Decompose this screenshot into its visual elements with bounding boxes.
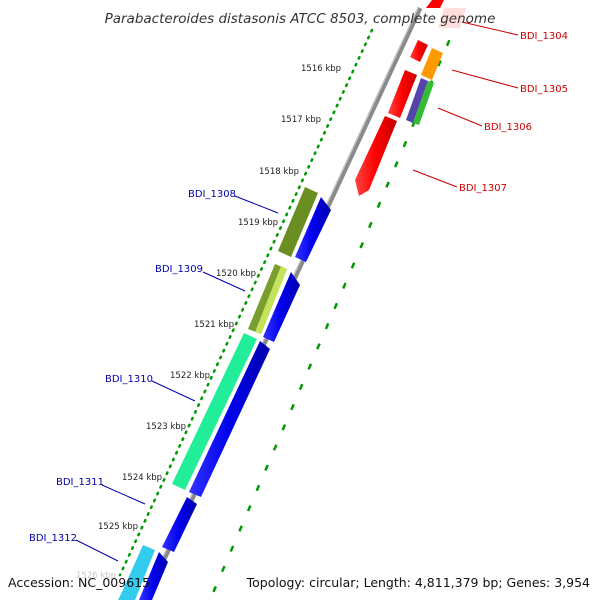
leader-bdi-1309 xyxy=(202,271,246,292)
left-ruler-dots xyxy=(118,28,374,577)
leader-bdi-1307 xyxy=(412,169,458,188)
gene-bdi-1310[interactable] xyxy=(172,333,257,490)
gene-label-bdi-1310[interactable]: BDI_1310 xyxy=(105,374,153,385)
gene-bdi-1311[interactable] xyxy=(162,497,197,552)
gene-bdi-1304-b[interactable] xyxy=(410,40,428,62)
gene-bdi-1304[interactable] xyxy=(426,0,444,8)
gene-label-bdi-1304[interactable]: BDI_1304 xyxy=(520,31,568,42)
reverse-genes xyxy=(118,187,331,600)
gene-label-bdi-1312[interactable]: BDI_1312 xyxy=(29,533,77,544)
leader-lines xyxy=(75,21,519,562)
gene-bdi-1305[interactable] xyxy=(421,48,443,80)
gene-label-bdi-1306[interactable]: BDI_1306 xyxy=(484,122,532,133)
leader-bdi-1312 xyxy=(75,539,119,562)
map-title: Parabacteroides distasonis ATCC 8503, co… xyxy=(105,11,496,27)
leader-bdi-1308 xyxy=(234,195,279,214)
ruler-labels: 1516 kbp 1517 kbp 1518 kbp 1519 kbp 1520… xyxy=(76,64,341,581)
ruler-label: 1523 kbp xyxy=(146,422,186,432)
gene-bdi-1312[interactable] xyxy=(118,545,155,600)
ruler-label: 1516 kbp xyxy=(301,64,341,74)
gene-bdi-1308-b[interactable] xyxy=(295,197,331,262)
forward-genes xyxy=(355,0,466,196)
gene-label-bdi-1308[interactable]: BDI_1308 xyxy=(188,189,236,200)
ruler-label: 1518 kbp xyxy=(259,167,299,177)
gene-label-bdi-1307[interactable]: BDI_1307 xyxy=(459,183,507,194)
gene-bdi-1306[interactable] xyxy=(406,78,428,123)
ruler-label: 1519 kbp xyxy=(238,218,278,228)
leader-bdi-1304 xyxy=(461,21,519,36)
accession-text: Accession: NC_009615 xyxy=(8,575,150,590)
gene-bdi-1307[interactable] xyxy=(355,116,397,196)
leader-bdi-1310 xyxy=(151,380,196,402)
gene-bdi-1306-b[interactable] xyxy=(413,81,434,125)
gene-bdi-1307-a[interactable] xyxy=(388,70,417,118)
leader-bdi-1306 xyxy=(437,107,483,127)
gene-label-bdi-1309[interactable]: BDI_1309 xyxy=(155,264,203,275)
gene-bdi-1312-b[interactable] xyxy=(139,552,168,600)
leader-bdi-1305 xyxy=(451,69,519,89)
ruler-label: 1525 kbp xyxy=(98,522,138,532)
ruler-label: 1520 kbp xyxy=(216,269,256,279)
leader-bdi-1311 xyxy=(101,484,146,505)
gene-label-bdi-1305[interactable]: BDI_1305 xyxy=(520,84,568,95)
gene-bdi-1308[interactable] xyxy=(278,187,318,257)
gene-bdi-1304-faint xyxy=(438,8,466,28)
ruler-label: 1524 kbp xyxy=(122,473,162,483)
ruler-label-faint: 1526 kbp xyxy=(76,571,116,581)
gene-label-bdi-1311[interactable]: BDI_1311 xyxy=(56,477,104,488)
gene-bdi-1309-c[interactable] xyxy=(263,272,300,342)
ruler-label: 1517 kbp xyxy=(281,115,321,125)
topology-text: Topology: circular; Length: 4,811,379 bp… xyxy=(246,575,590,590)
ruler-label: 1522 kbp xyxy=(170,371,210,381)
gene-labels: BDI_1304 BDI_1305 BDI_1306 BDI_1307 BDI_… xyxy=(29,31,568,544)
gene-bdi-1310-b[interactable] xyxy=(189,341,270,497)
gene-bdi-1309-b[interactable] xyxy=(255,266,287,334)
ruler-label: 1521 kbp xyxy=(194,320,234,330)
